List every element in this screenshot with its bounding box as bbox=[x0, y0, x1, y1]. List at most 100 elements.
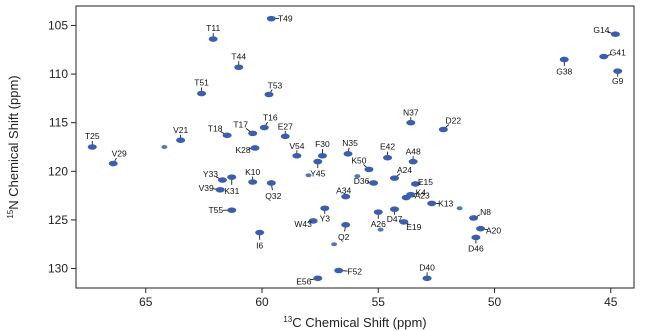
peak-label: D36 bbox=[354, 176, 370, 186]
peak-marker bbox=[197, 90, 207, 97]
peak-marker bbox=[427, 200, 437, 207]
peak-marker bbox=[422, 275, 432, 282]
peak-marker bbox=[313, 275, 323, 282]
peak-marker bbox=[217, 177, 227, 183]
peak-marker bbox=[399, 219, 409, 225]
peak-label: T51 bbox=[194, 78, 209, 88]
peak-marker bbox=[227, 174, 237, 180]
peak-marker bbox=[313, 158, 323, 165]
peak-marker bbox=[292, 152, 302, 159]
y-tick-label: 130 bbox=[48, 262, 68, 276]
y-tick-label: 125 bbox=[48, 213, 68, 227]
peak-label: T18 bbox=[208, 123, 223, 133]
peak-label: E42 bbox=[380, 142, 395, 152]
peak-label: A20 bbox=[486, 226, 501, 236]
x-axis-title-isotope: 13 bbox=[283, 315, 292, 324]
peak-marker bbox=[364, 166, 374, 173]
peak-label: A24 bbox=[397, 165, 412, 175]
peak-marker bbox=[406, 119, 416, 126]
y-axis-title: 15N Chemical Shift (ppm) bbox=[6, 75, 21, 218]
peak-marker bbox=[559, 56, 569, 63]
peak-marker bbox=[227, 207, 237, 214]
peak-labels: T49 T11 G14 G41 T44 T51 T53 G38 G9 N37 D22 T25 V29 V2… bbox=[85, 14, 626, 287]
peak-marker bbox=[610, 31, 620, 37]
unassigned-peak bbox=[331, 242, 338, 247]
x-axis-title: 13C Chemical Shift (ppm) bbox=[283, 315, 426, 330]
peak-marker bbox=[317, 152, 327, 159]
y-tick-label: 120 bbox=[48, 164, 68, 178]
peak-label: D47 bbox=[387, 214, 403, 224]
peak-label: D46 bbox=[468, 243, 484, 253]
peak-marker bbox=[264, 91, 274, 98]
peak-marker bbox=[87, 144, 97, 150]
unassigned-peak bbox=[456, 206, 463, 211]
peak-marker bbox=[334, 267, 344, 274]
peak-label: E27 bbox=[278, 121, 293, 131]
peak-label: K4 bbox=[416, 188, 427, 198]
peak-marker bbox=[341, 221, 351, 228]
peak-label: F52 bbox=[347, 266, 362, 276]
peak-label: G38 bbox=[556, 66, 572, 76]
peak-label: G14 bbox=[593, 25, 609, 35]
peak-label: A26 bbox=[371, 219, 386, 229]
peak-label: N8 bbox=[480, 207, 491, 217]
peak-marker bbox=[234, 64, 244, 71]
unassigned-peak bbox=[377, 227, 384, 232]
peak-label: T55 bbox=[208, 205, 223, 215]
peak-marker bbox=[390, 206, 400, 213]
peak-label: V29 bbox=[112, 149, 127, 159]
peak-label: T16 bbox=[263, 113, 278, 123]
peak-label: I6 bbox=[256, 241, 263, 251]
peak-marker bbox=[259, 124, 269, 131]
peak-marker bbox=[613, 68, 623, 74]
peak-label: A23 bbox=[415, 191, 430, 201]
unassigned-peaks bbox=[161, 145, 463, 247]
y-axis-title-text: N Chemical Shift (ppm) bbox=[6, 75, 21, 209]
peak-label: T49 bbox=[278, 14, 293, 24]
y-tick-label: 110 bbox=[49, 67, 68, 81]
x-tick-label: 50 bbox=[488, 295, 502, 309]
peak-marker bbox=[320, 205, 330, 212]
peak-marker bbox=[383, 154, 393, 161]
peak-label: N37 bbox=[403, 108, 419, 118]
peak-marker bbox=[308, 218, 318, 224]
peak-label: K31 bbox=[224, 186, 239, 196]
peak-marker bbox=[222, 132, 232, 139]
peak-label: V54 bbox=[289, 141, 304, 151]
peak-label: T53 bbox=[268, 80, 283, 90]
peak-label: G9 bbox=[612, 76, 624, 86]
y-axis-ticks: 105 110 115 120 125 130 bbox=[48, 18, 76, 276]
peak-label: W43 bbox=[294, 219, 312, 229]
peak-label: G41 bbox=[610, 48, 626, 58]
peak-label: V39 bbox=[199, 183, 214, 193]
peak-marker bbox=[438, 126, 448, 133]
peak-label: E19 bbox=[406, 222, 421, 232]
peak-label: T25 bbox=[85, 131, 100, 141]
y-tick-label: 105 bbox=[48, 18, 68, 32]
x-axis-title-text: C Chemical Shift (ppm) bbox=[292, 315, 426, 330]
peak-marker bbox=[343, 151, 353, 157]
peak-marker bbox=[266, 15, 276, 22]
peak-marker bbox=[476, 225, 486, 232]
peak-marker bbox=[469, 215, 479, 221]
peak-label: V21 bbox=[173, 125, 188, 135]
peak-label: N35 bbox=[342, 138, 358, 148]
peak-marker bbox=[408, 158, 418, 165]
peak-marker bbox=[369, 180, 379, 186]
unassigned-peak bbox=[354, 174, 361, 179]
peak-marker bbox=[215, 186, 225, 193]
peak-label: A34 bbox=[336, 186, 351, 196]
y-axis-title-isotope: 15 bbox=[6, 209, 15, 218]
peak-marker bbox=[373, 209, 383, 215]
unassigned-peak bbox=[305, 173, 312, 178]
peak-marker bbox=[176, 137, 186, 143]
peak-marker bbox=[255, 229, 265, 236]
peak-label: K13 bbox=[438, 198, 453, 208]
peak-label: D22 bbox=[446, 115, 462, 125]
peak-marker bbox=[248, 179, 258, 185]
peak-label: Q2 bbox=[338, 232, 350, 242]
peak-label: T17 bbox=[233, 119, 248, 129]
plot-frame bbox=[75, 5, 635, 289]
peak-label: E56 bbox=[296, 276, 311, 286]
